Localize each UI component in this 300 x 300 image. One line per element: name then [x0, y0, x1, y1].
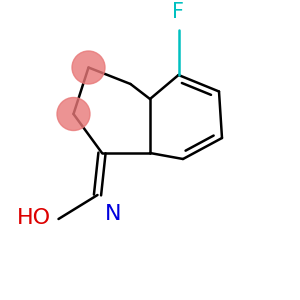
Text: F: F — [172, 2, 184, 22]
Circle shape — [72, 51, 105, 84]
Text: HO: HO — [17, 208, 51, 227]
Text: N: N — [105, 204, 122, 224]
Circle shape — [57, 98, 90, 130]
